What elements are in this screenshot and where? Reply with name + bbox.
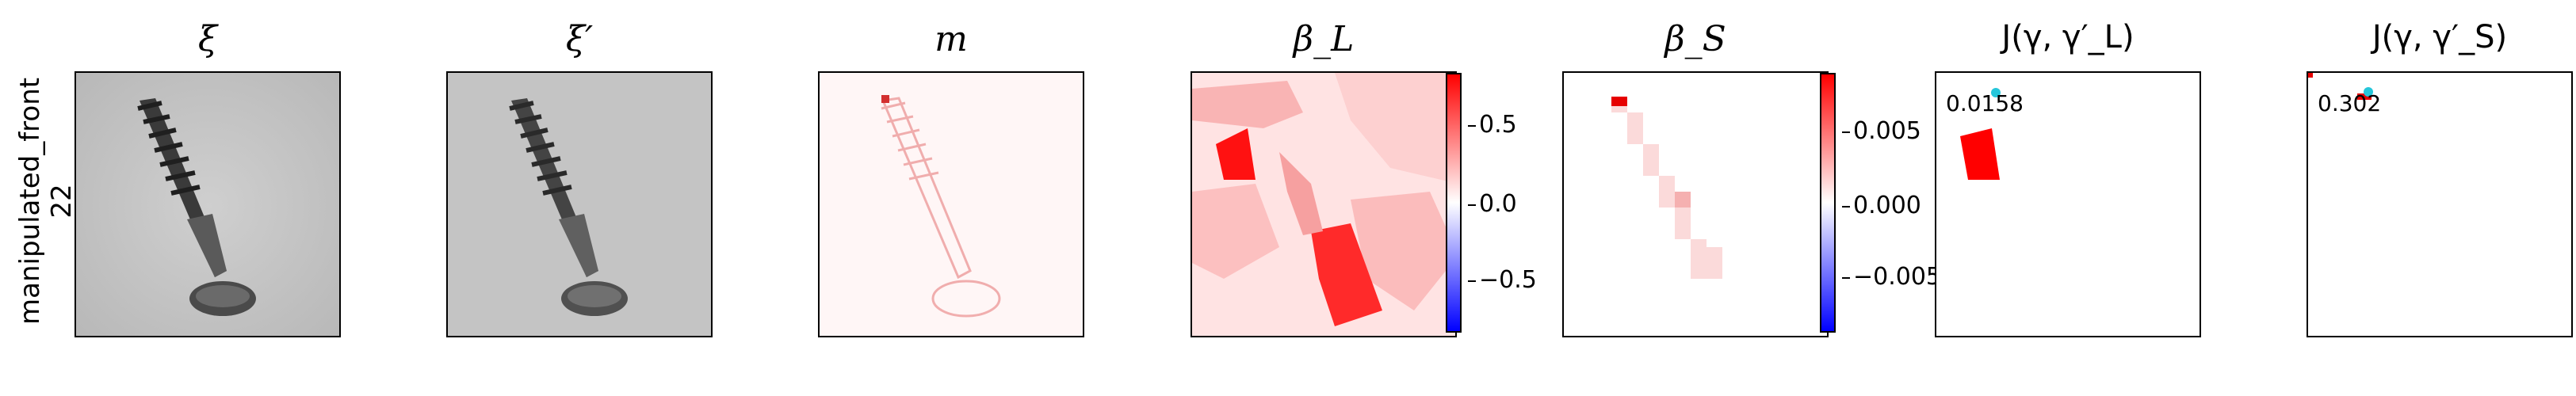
panel-title-xi-prime: ξ′ <box>565 19 594 59</box>
panel-title-beta-l: β_L <box>1293 19 1355 59</box>
colorbar-beta-s <box>1820 73 1836 333</box>
panel-title-m: m <box>934 19 968 59</box>
colorbar-s-tick: 0.000 <box>1842 192 1921 219</box>
score-j-s: 0.302 <box>2318 90 2382 116</box>
row-label: manipulated_front 22 <box>14 78 78 325</box>
colorbar-s-tick: −0.005 <box>1841 263 1942 291</box>
screw-icon <box>509 98 628 316</box>
image-xi <box>75 71 341 337</box>
image-beta-s <box>1562 71 1829 337</box>
image-j-s <box>2307 71 2573 337</box>
image-beta-l <box>1191 71 1457 337</box>
colorbar-l-tick: 0.0 <box>1468 190 1517 218</box>
panel-title-xi: ξ <box>197 19 218 59</box>
panel-title-j-l: J(γ, γ′_L) <box>2001 19 2135 55</box>
image-m <box>818 71 1084 337</box>
colorbar-s-tick: 0.005 <box>1842 117 1921 145</box>
score-j-l: 0.0158 <box>1946 90 2024 116</box>
screw-icon <box>137 98 256 316</box>
image-xi-prime <box>446 71 713 337</box>
row-label-line1: manipulated_front <box>14 77 46 325</box>
colorbar-l-tick: 0.5 <box>1468 111 1517 139</box>
colorbar-l-tick: −0.5 <box>1468 266 1537 294</box>
panel-title-beta-s: β_S <box>1664 19 1726 59</box>
panel-title-j-s: J(γ, γ′_S) <box>2372 19 2508 55</box>
image-j-l <box>1935 71 2201 337</box>
row-label-line2: 22 <box>46 184 78 219</box>
colorbar-beta-l <box>1446 73 1462 333</box>
